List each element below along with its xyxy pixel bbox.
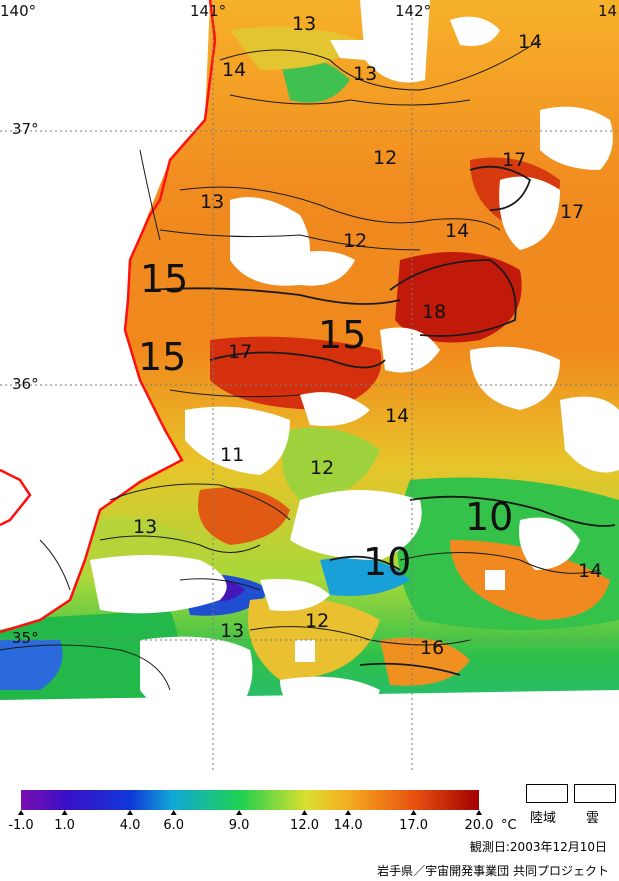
colorbar-tick <box>476 810 482 815</box>
isotherm-label: 12 <box>373 147 397 169</box>
isotherm-label: 10 <box>465 495 513 539</box>
colorbar-tick <box>236 810 243 815</box>
isotherm-label: 17 <box>560 201 584 223</box>
isotherm-label: 14 <box>385 405 409 427</box>
colorbar-tick-label: 20.0 <box>465 818 494 832</box>
colorbar-tick <box>61 810 68 815</box>
isotherm-label: 11 <box>220 444 244 466</box>
lon-label-142: 142° <box>395 2 431 20</box>
lon-label-143: 14 <box>598 2 617 20</box>
isotherm-label: 18 <box>422 301 446 323</box>
colorbar-tick-label: 9.0 <box>229 818 250 832</box>
isotherm-label: 12 <box>310 457 334 479</box>
coastline-south <box>0 468 32 527</box>
latitude-labels: 37° 36° 35° <box>12 120 39 647</box>
isotherm-label: 14 <box>445 220 469 242</box>
colorbar-tick-label: 4.0 <box>120 818 141 832</box>
colorbar-tick-label: 6.0 <box>163 818 184 832</box>
colorbar-section: -1.0 1.0 4.0 6.0 9.0 12.0 14.0 17.0 20.0 °C 陸域 雲 <box>0 772 619 881</box>
colorbar-tick <box>345 810 352 815</box>
cloud-legend-swatch <box>574 784 616 803</box>
colorbar-tick <box>170 810 177 815</box>
isotherm-label: 13 <box>200 191 224 213</box>
colorbar-tick-label: -1.0 <box>8 818 33 832</box>
isotherm-label: 17 <box>228 341 252 363</box>
land-legend-label: 陸域 <box>530 811 557 826</box>
isotherm-label: 14 <box>518 31 542 53</box>
isotherm-label: 14 <box>578 560 602 582</box>
lat-label-35: 35° <box>12 629 39 647</box>
colorbar-gradient <box>21 790 479 810</box>
lon-label-140: 140° <box>0 2 36 20</box>
isotherm-label: 14 <box>222 59 246 81</box>
lat-label-36: 36° <box>12 375 39 393</box>
colorbar-tick <box>410 810 417 815</box>
colorbar-ticks: -1.0 1.0 4.0 6.0 9.0 12.0 14.0 17.0 20.0 °C <box>8 810 517 833</box>
colorbar-tick-label: 14.0 <box>334 818 363 832</box>
credit-line: 岩手県／宇宙開発事業団 共同プロジェクト <box>377 864 609 878</box>
land-legend-swatch <box>526 784 568 803</box>
graticule <box>0 18 619 772</box>
land <box>0 0 210 630</box>
isotherm-label: 13 <box>220 620 244 642</box>
isotherms <box>0 39 616 691</box>
colorbar-tick-label: 12.0 <box>290 818 319 832</box>
clouds <box>0 0 619 772</box>
colorbar-tick <box>301 810 308 815</box>
lon-label-141: 141° <box>190 2 226 20</box>
isotherm-label: 12 <box>305 610 329 632</box>
isotherm-labels: 13 14 13 14 12 17 13 17 12 14 15 18 15 1… <box>133 13 602 659</box>
observation-date: 観測日:2003年12月10日 <box>469 840 607 854</box>
isotherm-label: 13 <box>353 63 377 85</box>
isotherm-label: 15 <box>318 313 366 357</box>
sst-map: 140° 141° 142° 14 37° 36° 35° 13 14 13 1… <box>0 0 619 772</box>
temperature-colorbar: -1.0 1.0 4.0 6.0 9.0 12.0 14.0 17.0 20.0 °C <box>8 790 517 833</box>
coastline <box>0 0 217 634</box>
isotherm-label: 12 <box>343 230 367 252</box>
colorbar-tick-label: 1.0 <box>54 818 75 832</box>
isotherm-label: 10 <box>363 540 411 584</box>
isotherm-label: 17 <box>502 149 526 171</box>
cloud-legend-label: 雲 <box>586 811 600 826</box>
lat-label-37: 37° <box>12 120 39 138</box>
colorbar-tick-label: 17.0 <box>399 818 428 832</box>
colorbar-tick <box>127 810 134 815</box>
isotherm-label: 13 <box>133 516 157 538</box>
longitude-labels: 140° 141° 142° 14 <box>0 2 617 20</box>
isotherm-label: 13 <box>292 13 316 35</box>
colorbar-unit: °C <box>501 818 517 832</box>
isotherm-label: 16 <box>420 637 444 659</box>
isotherm-label: 15 <box>140 257 188 301</box>
colorbar-tick <box>18 810 24 815</box>
isotherm-label: 15 <box>138 335 186 379</box>
